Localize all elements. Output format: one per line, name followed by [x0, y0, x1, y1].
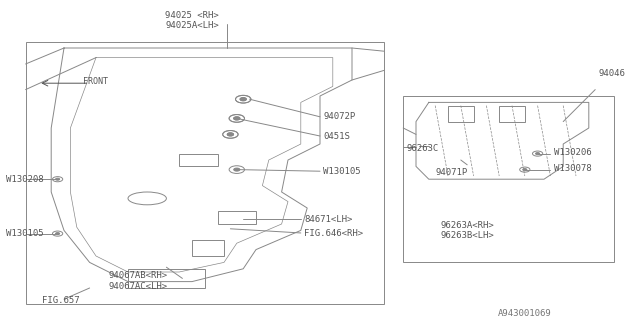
- Bar: [128, 269, 205, 288]
- Text: FRONT: FRONT: [83, 77, 108, 86]
- Text: 96263C: 96263C: [406, 144, 438, 153]
- Text: 94067AB<RH>: 94067AB<RH>: [109, 271, 168, 280]
- Circle shape: [234, 117, 240, 120]
- Text: 94072P: 94072P: [323, 112, 355, 121]
- Circle shape: [240, 98, 246, 101]
- Circle shape: [227, 133, 234, 136]
- Circle shape: [227, 133, 234, 136]
- Bar: [218, 211, 256, 224]
- Circle shape: [56, 178, 60, 180]
- Circle shape: [234, 117, 240, 120]
- Bar: [26, 42, 384, 304]
- Circle shape: [56, 233, 60, 235]
- Text: 0451S: 0451S: [323, 132, 350, 141]
- Bar: [448, 106, 474, 122]
- Text: W130206: W130206: [554, 148, 591, 157]
- Text: A943001069: A943001069: [498, 309, 552, 318]
- Text: W130208: W130208: [6, 175, 44, 184]
- Text: 96263A<RH>: 96263A<RH>: [440, 221, 494, 230]
- Text: FIG.646<RH>: FIG.646<RH>: [304, 229, 363, 238]
- Text: W130105: W130105: [323, 167, 361, 176]
- Text: FIG.657: FIG.657: [42, 296, 79, 305]
- Text: 94071P: 94071P: [435, 168, 467, 177]
- Text: W130078: W130078: [554, 164, 591, 173]
- Bar: [403, 96, 614, 262]
- Circle shape: [234, 168, 240, 171]
- Text: W130105: W130105: [6, 229, 44, 238]
- Text: 94025 <RH>: 94025 <RH>: [165, 11, 219, 20]
- Circle shape: [536, 153, 540, 155]
- Circle shape: [240, 98, 246, 101]
- Text: 96263B<LH>: 96263B<LH>: [440, 231, 494, 240]
- Bar: [499, 106, 525, 122]
- Text: 84671<LH>: 84671<LH>: [304, 215, 353, 224]
- Text: 94067AC<LH>: 94067AC<LH>: [109, 282, 168, 291]
- Circle shape: [523, 169, 527, 171]
- Text: 94046: 94046: [598, 69, 625, 78]
- Bar: [192, 240, 224, 256]
- Text: 94025A<LH>: 94025A<LH>: [165, 21, 219, 30]
